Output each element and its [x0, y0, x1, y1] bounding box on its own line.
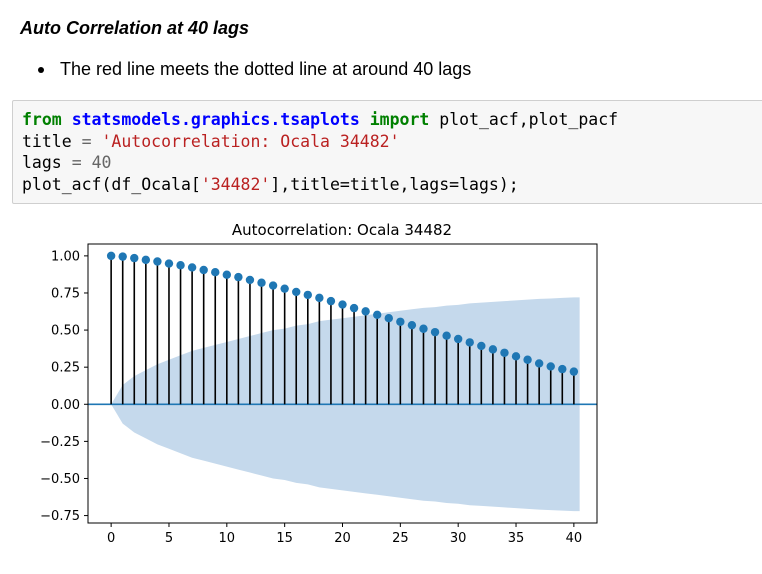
code-string-title: 'Autocorrelation: Ocala 34482': [101, 131, 400, 151]
acf-marker: [373, 310, 382, 319]
x-tick-label: 5: [165, 531, 173, 546]
x-tick-label: 30: [450, 531, 467, 546]
acf-marker: [419, 324, 428, 333]
acf-marker: [488, 345, 498, 354]
acf-marker: [396, 317, 405, 326]
acf-marker: [453, 334, 463, 344]
acf-marker: [546, 362, 555, 371]
section-heading: Auto Correlation at 40 lags: [20, 18, 250, 38]
code-keyword-from: from: [22, 110, 62, 129]
acf-marker: [303, 290, 312, 300]
acf-marker: [106, 251, 116, 261]
acf-marker: [338, 300, 347, 309]
code-imports: plot_acf,plot_pacf: [439, 110, 619, 129]
acf-marker: [199, 265, 208, 275]
stem-layer: [110, 255, 575, 405]
acf-marker: [558, 364, 567, 374]
acf-marker: [477, 341, 486, 351]
acf-marker: [292, 287, 301, 297]
acf-marker: [465, 338, 474, 347]
acf-marker: [384, 314, 393, 323]
x-tick-label: 10: [219, 531, 236, 546]
y-tick-label: −0.50: [40, 472, 80, 487]
code-cell[interactable]: from statsmodels.graphics.tsaplots impor…: [12, 100, 762, 204]
acf-marker: [141, 255, 151, 265]
acf-chart: Autocorrelation: Ocala 34482 1.00 0.75 0.5…: [40, 221, 598, 546]
acf-marker: [257, 278, 266, 287]
acf-marker: [222, 270, 232, 279]
acf-marker: [130, 253, 139, 263]
acf-marker: [187, 263, 197, 272]
y-tick-label: 0.00: [51, 398, 80, 413]
acf-marker: [268, 281, 278, 290]
y-tick-label: 0.25: [51, 361, 80, 376]
acf-marker: [349, 303, 359, 313]
acf-marker: [500, 348, 509, 357]
x-tick-label: 15: [276, 531, 293, 546]
x-tick-label: 20: [334, 531, 351, 546]
acf-marker: [280, 284, 289, 293]
acf-marker: [407, 320, 417, 330]
x-tick-label: 0: [107, 531, 115, 546]
y-tick-label: 0.50: [51, 324, 80, 339]
bullet-text: The red line meets the dotted line at ar…: [60, 59, 472, 79]
acf-marker: [361, 307, 370, 316]
x-axis: 0 5 10 15 20 25 30 35 40: [107, 523, 582, 546]
acf-marker: [511, 352, 521, 361]
acf-marker: [430, 327, 440, 337]
acf-marker: [315, 293, 324, 303]
acf-marker: [164, 259, 174, 268]
acf-marker: [118, 252, 127, 261]
y-tick-label: −0.25: [40, 435, 80, 450]
acf-marker: [534, 359, 544, 368]
acf-marker: [211, 267, 220, 277]
chart-title: Autocorrelation: Ocala 34482: [232, 221, 452, 239]
acf-marker: [176, 261, 185, 270]
acf-marker: [569, 367, 579, 376]
code-var-lags: lags: [22, 153, 62, 172]
marker-layer: [106, 251, 579, 376]
bullet-dot-icon: [38, 66, 44, 73]
acf-marker: [153, 257, 162, 266]
x-tick-label: 40: [566, 531, 583, 546]
acf-marker: [326, 296, 336, 306]
code-keyword-import: import: [369, 110, 430, 129]
code-string-column: '34482': [200, 174, 271, 194]
y-axis: 1.00 0.75 0.50 0.25 0.00 −0.25 −0.50 −0.75: [40, 249, 88, 524]
bullet-item: The red line meets the dotted line at ar…: [38, 59, 471, 80]
acf-marker: [245, 275, 255, 285]
code-number: 40: [91, 153, 112, 172]
y-tick-label: 0.75: [51, 286, 80, 301]
x-tick-label: 35: [508, 531, 525, 546]
acf-marker: [442, 331, 451, 340]
code-var-title: title: [22, 131, 72, 151]
acf-marker: [234, 272, 243, 282]
code-call-post: ],title=title,lags=lags);: [270, 174, 519, 194]
code-block: from statsmodels.graphics.tsaplots impor…: [22, 109, 618, 195]
code-op: =: [71, 153, 82, 172]
y-tick-label: 1.00: [51, 249, 80, 264]
code-call-pre: plot_acf(df_Ocala[: [22, 174, 201, 194]
acf-marker: [523, 355, 532, 364]
x-tick-label: 25: [392, 531, 409, 546]
code-module: statsmodels.graphics.tsaplots: [71, 110, 360, 129]
y-tick-label: −0.75: [40, 509, 80, 524]
code-op: =: [81, 131, 92, 151]
